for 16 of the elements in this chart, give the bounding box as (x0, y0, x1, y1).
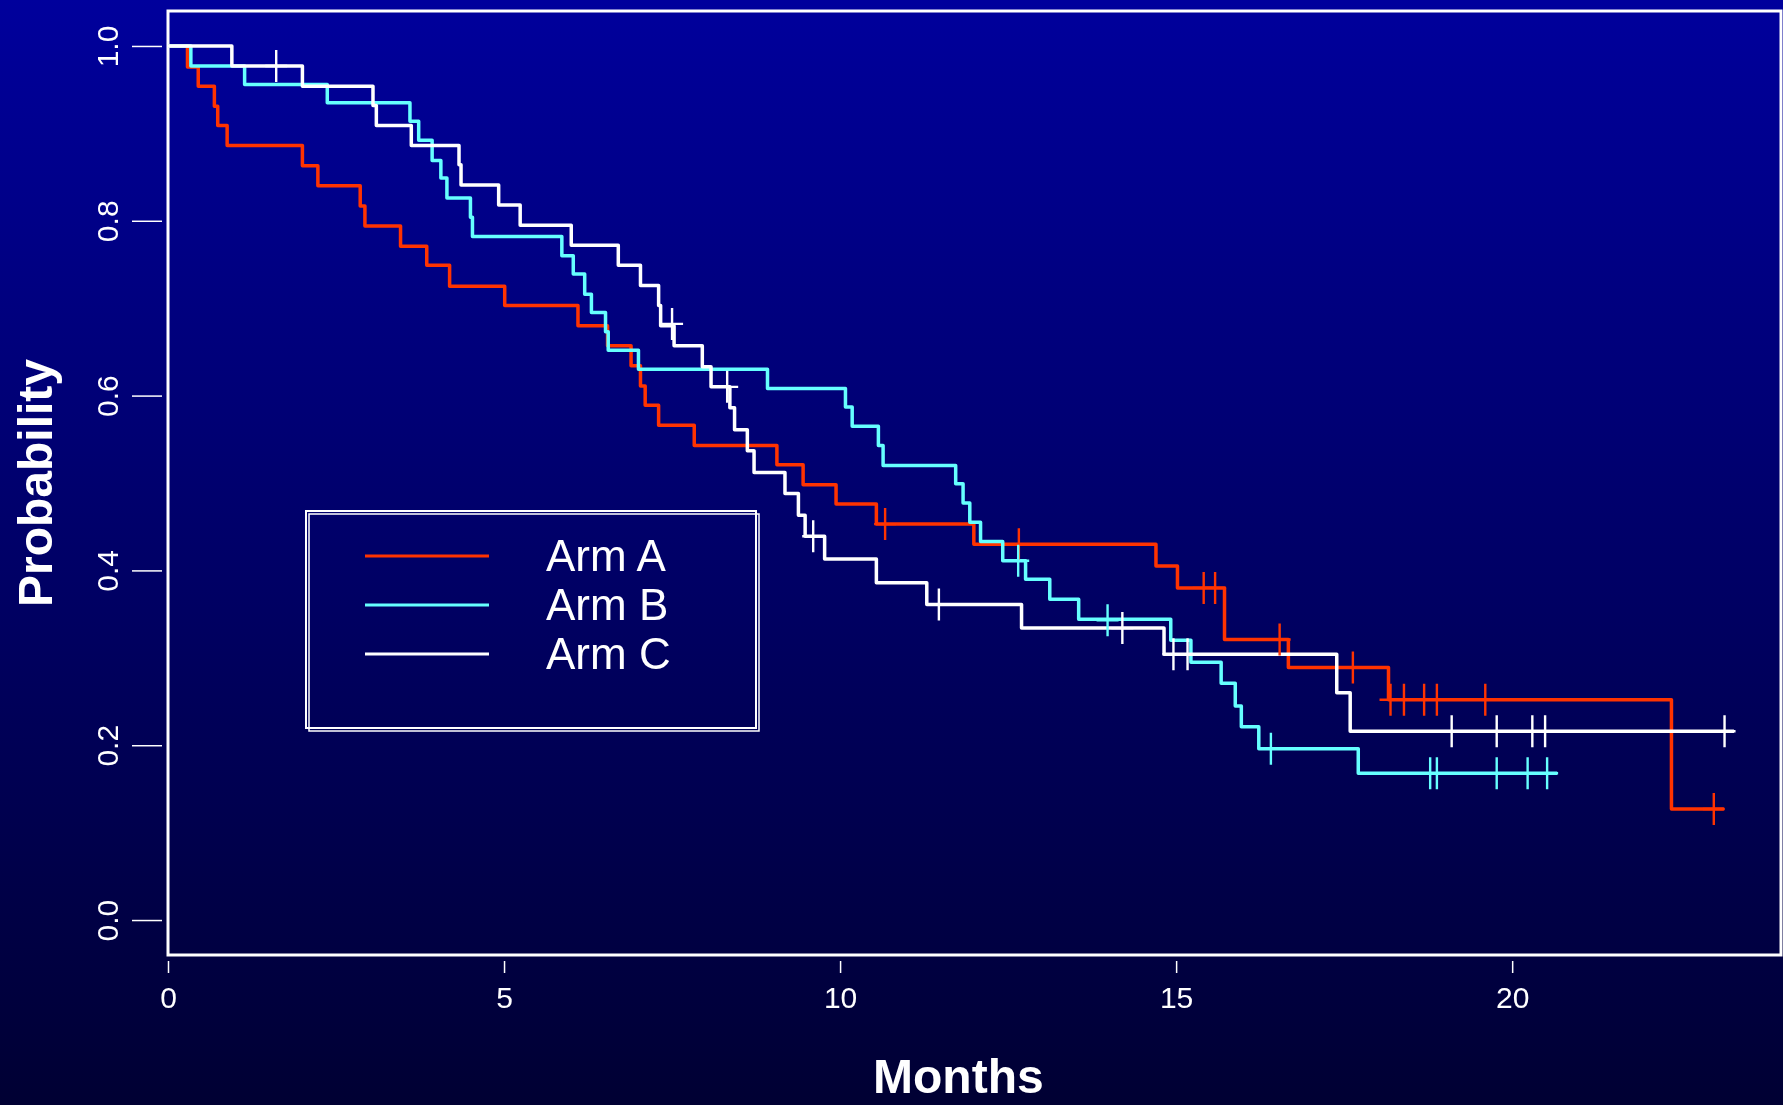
x-tick-label: 0 (160, 981, 177, 1015)
legend-label: Arm C (546, 629, 671, 679)
y-tick-label: 1.0 (90, 25, 124, 68)
y-tick-label: 0.4 (90, 550, 124, 592)
x-tick-label: 20 (1495, 981, 1530, 1015)
y-tick-label: 0.2 (90, 724, 124, 767)
y-tick-label: 0.6 (90, 375, 124, 417)
y-tick-label: 0.0 (90, 899, 124, 942)
x-tick-label: 10 (823, 981, 858, 1015)
x-tick-label: 15 (1159, 981, 1194, 1015)
y-axis-title: Probability (9, 358, 62, 608)
x-axis-title: Months (873, 1050, 1044, 1103)
x-tick-label: 5 (496, 981, 513, 1015)
y-tick-label: 0.8 (90, 200, 124, 243)
legend-label: Arm B (546, 580, 669, 630)
legend-label: Arm A (546, 531, 667, 581)
